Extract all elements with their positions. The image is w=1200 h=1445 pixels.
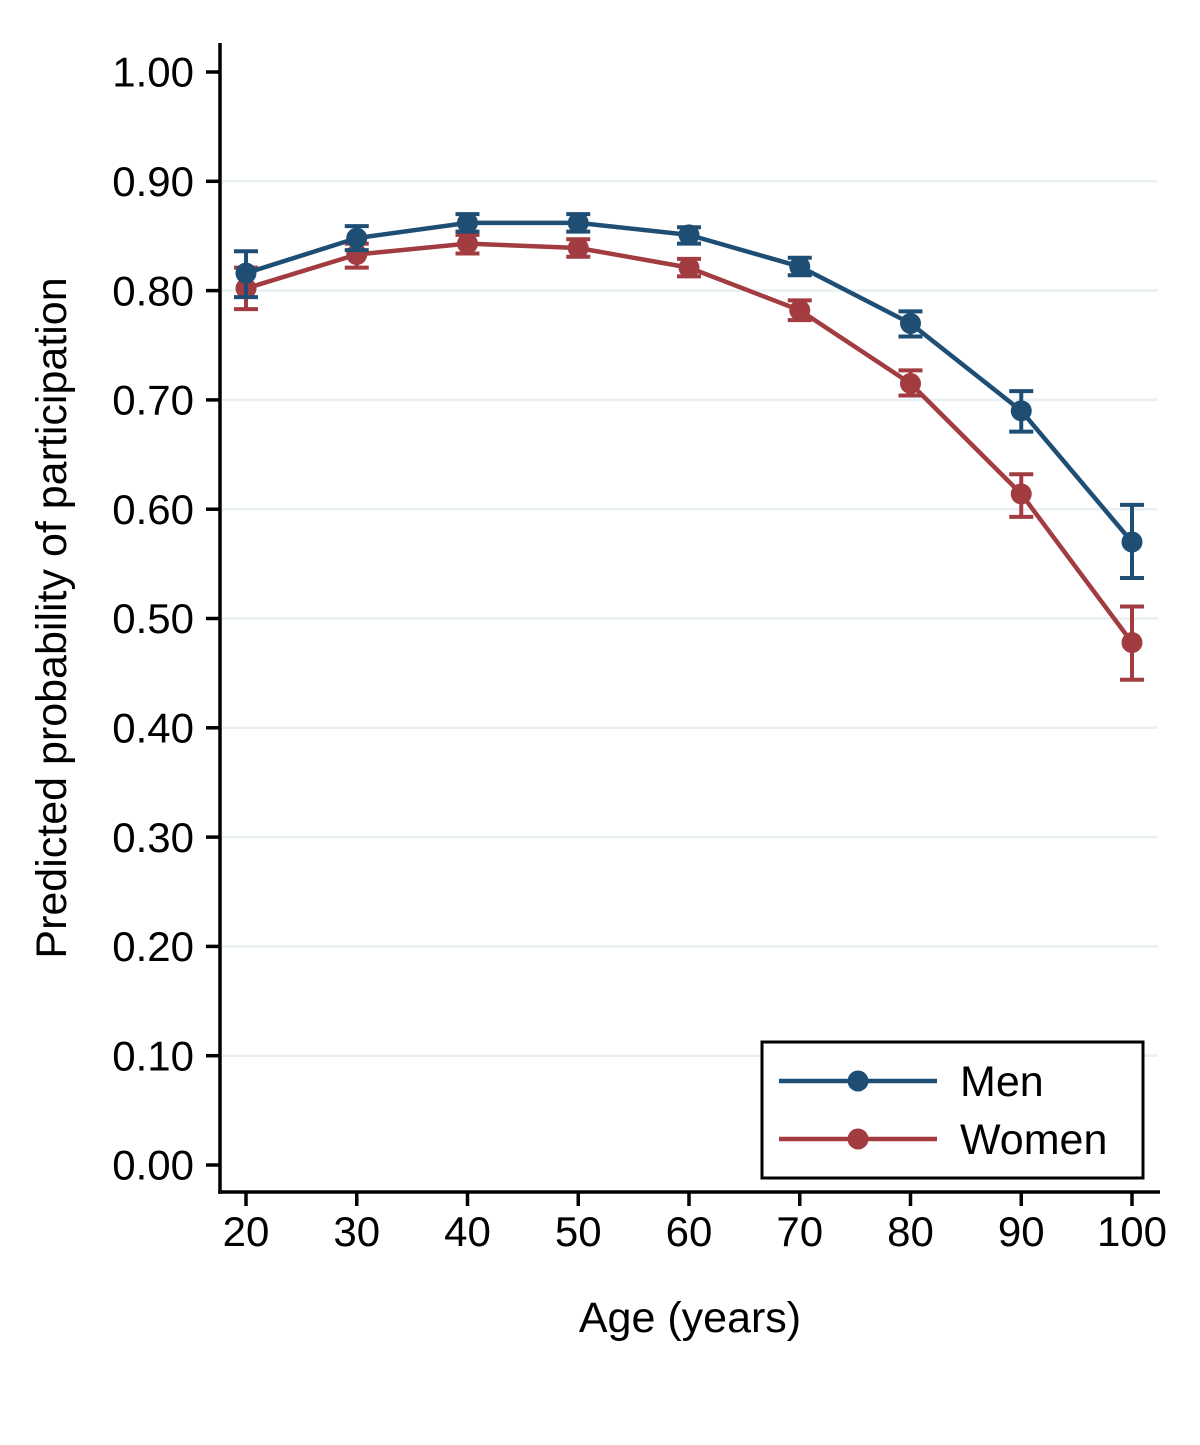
axes: 0.00 0.10 0.20 0.30 0.40 0.50 0.60 0.70 0.80 0.90… xyxy=(112,43,1167,1255)
legend-label-men: Men xyxy=(960,1058,1044,1106)
women-line xyxy=(245,241,1134,644)
y-tick-label: 0.20 xyxy=(112,923,194,970)
y-tick-label: 0.70 xyxy=(112,377,194,424)
y-tick-label: 0.00 xyxy=(112,1142,194,1189)
women-marker xyxy=(678,257,700,279)
x-tick-label: 70 xyxy=(776,1208,823,1255)
men-marker xyxy=(1121,531,1143,553)
x-tick-label: 40 xyxy=(444,1208,491,1255)
x-tick-label: 30 xyxy=(333,1208,380,1255)
legend-marker-men xyxy=(847,1070,869,1092)
y-axis-title: Predicted probability of participation xyxy=(28,277,76,958)
women-marker xyxy=(1010,483,1032,505)
women-marker xyxy=(900,373,921,395)
legend-label-women: Women xyxy=(960,1116,1107,1164)
x-axis-title: Age (years) xyxy=(579,1294,801,1342)
y-tick-label: 0.10 xyxy=(112,1032,194,1079)
men-marker xyxy=(1010,400,1032,422)
y-tick-label: 0.60 xyxy=(112,486,194,533)
men-marker xyxy=(567,212,589,234)
women-marker xyxy=(789,299,811,321)
y-tick-label: 1.00 xyxy=(112,49,194,96)
series-women xyxy=(234,232,1144,682)
women-marker xyxy=(457,233,478,255)
x-tick-label: 100 xyxy=(1097,1208,1167,1255)
y-tick-label: 0.30 xyxy=(112,814,194,861)
gridlines xyxy=(222,180,1158,1057)
x-tick-label: 20 xyxy=(223,1208,270,1255)
men-marker xyxy=(789,256,811,278)
x-tick-label: 90 xyxy=(998,1208,1045,1255)
women-marker xyxy=(1121,632,1143,654)
x-tick-label: 80 xyxy=(887,1208,934,1255)
men-marker xyxy=(678,224,700,246)
y-tick-label: 0.80 xyxy=(112,267,194,314)
men-marker xyxy=(900,312,921,334)
legend-box xyxy=(760,1040,1145,1180)
series-men xyxy=(234,212,1144,581)
y-tick-label: 0.40 xyxy=(112,705,194,752)
legend-marker-women xyxy=(847,1128,869,1150)
x-tick-label: 50 xyxy=(555,1208,602,1255)
x-tick-label: 60 xyxy=(666,1208,713,1255)
men-marker xyxy=(346,227,368,249)
y-tick-label: 0.50 xyxy=(112,595,194,642)
men-marker xyxy=(457,212,478,234)
plot-series xyxy=(234,212,1144,682)
y-tick-label: 0.90 xyxy=(112,158,194,205)
women-marker xyxy=(567,237,589,259)
legend: Men Women xyxy=(760,1040,1145,1180)
men-marker xyxy=(235,262,257,284)
